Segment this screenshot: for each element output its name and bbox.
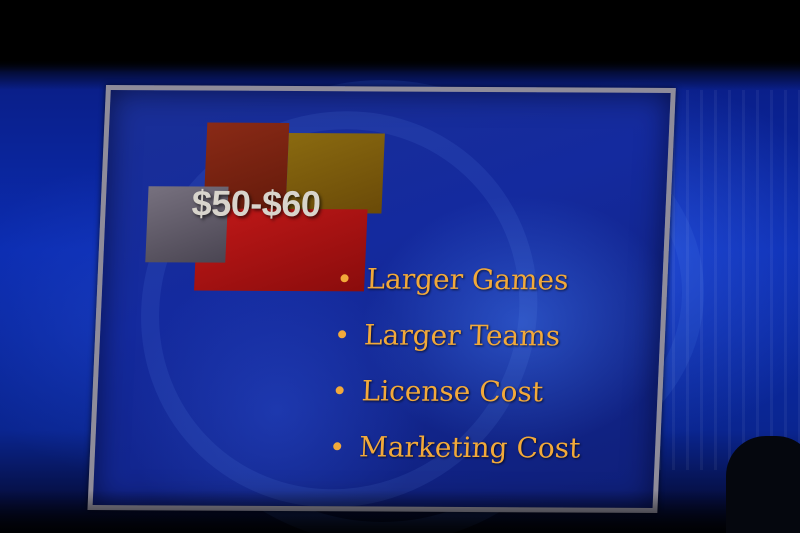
bullet-item: Larger Games (339, 251, 589, 308)
bullet-item: Marketing Cost (332, 419, 582, 476)
audience-shadow (0, 490, 800, 533)
audience-head-silhouette (726, 436, 800, 533)
bullet-text: Marketing Cost (358, 430, 582, 465)
dark-ceiling (0, 0, 800, 72)
bullet-dot-icon (340, 273, 349, 282)
bullet-dot-icon (333, 441, 342, 450)
bullet-item: License Cost (334, 363, 584, 420)
bullet-text: Larger Games (365, 262, 570, 297)
bullet-dot-icon (337, 329, 347, 338)
bullet-text: Larger Teams (363, 318, 561, 353)
bullet-item: Larger Teams (337, 307, 587, 364)
presentation-slide: $50-$60 Larger Games Larger Teams Licens… (87, 85, 676, 513)
bullet-dot-icon (335, 385, 344, 394)
price-range-title: $50-$60 (190, 182, 322, 225)
bullet-text: License Cost (360, 374, 544, 409)
bullet-list: Larger Games Larger Teams License Cost M… (332, 251, 589, 476)
